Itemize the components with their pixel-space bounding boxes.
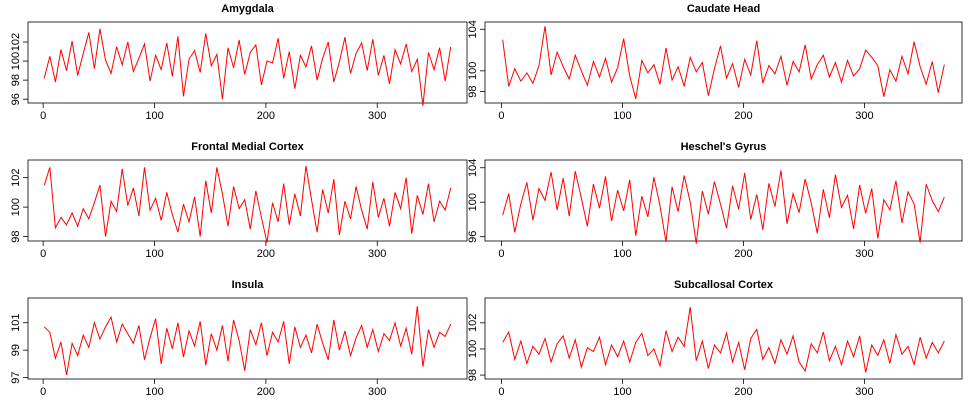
series-line xyxy=(43,306,452,375)
x-tick-label: 0 xyxy=(498,110,504,122)
y-tick-label: 102 xyxy=(10,168,22,186)
x-tick-label: 200 xyxy=(734,386,752,398)
y-tick-label: 104 xyxy=(467,20,479,38)
y-tick-label: 98 xyxy=(467,85,479,97)
x-tick-label: 300 xyxy=(855,386,873,398)
x-tick-label: 100 xyxy=(613,248,631,260)
y-tick-label: 100 xyxy=(467,62,479,80)
x-tick-label: 200 xyxy=(257,386,275,398)
y-tick-label: 98 xyxy=(10,74,22,86)
y-tick-label: 102 xyxy=(10,33,22,51)
x-tick-label: 100 xyxy=(145,386,163,398)
y-tick-label: 96 xyxy=(467,231,479,243)
x-tick-label: 0 xyxy=(40,248,46,260)
plot-frame xyxy=(484,159,963,242)
y-tick-label: 100 xyxy=(467,340,479,358)
x-tick-label: 100 xyxy=(145,110,163,122)
plot-frame xyxy=(27,159,468,242)
x-tick-label: 300 xyxy=(368,110,386,122)
panel-title: Insula xyxy=(232,279,265,291)
y-tick-label: 98 xyxy=(467,369,479,381)
x-tick-label: 200 xyxy=(734,248,752,260)
series-line xyxy=(502,26,945,99)
plot-frame xyxy=(27,297,468,380)
panel-title: Frontal Medial Cortex xyxy=(191,141,304,153)
series-line xyxy=(502,170,945,244)
plot-frame xyxy=(484,21,963,104)
panel-title: Amygdala xyxy=(221,3,274,15)
x-tick-label: 300 xyxy=(855,248,873,260)
plot-frame xyxy=(484,297,963,380)
series-line xyxy=(502,307,945,373)
y-tick-label: 100 xyxy=(10,198,22,216)
panel-title: Caudate Head xyxy=(687,3,760,15)
x-tick-label: 200 xyxy=(257,110,275,122)
x-tick-label: 0 xyxy=(498,248,504,260)
x-tick-label: 0 xyxy=(40,110,46,122)
x-tick-label: 100 xyxy=(613,386,631,398)
x-tick-label: 300 xyxy=(855,110,873,122)
x-tick-label: 100 xyxy=(145,248,163,260)
x-tick-label: 0 xyxy=(40,386,46,398)
panel-title: Subcallosal Cortex xyxy=(674,279,774,291)
x-tick-label: 0 xyxy=(498,386,504,398)
y-tick-label: 96 xyxy=(10,93,22,105)
x-tick-label: 300 xyxy=(368,386,386,398)
series-line xyxy=(43,28,452,106)
plot-frame xyxy=(27,21,468,104)
y-tick-label: 97 xyxy=(10,372,22,384)
y-tick-label: 101 xyxy=(10,314,22,332)
x-tick-label: 200 xyxy=(734,110,752,122)
x-tick-label: 200 xyxy=(257,248,275,260)
y-tick-label: 100 xyxy=(467,193,479,211)
x-tick-label: 100 xyxy=(613,110,631,122)
panel-title: Heschel's Gyrus xyxy=(681,141,767,153)
y-tick-label: 102 xyxy=(467,314,479,332)
y-tick-label: 104 xyxy=(467,159,479,177)
x-tick-label: 300 xyxy=(368,248,386,260)
y-tick-label: 99 xyxy=(10,344,22,356)
series-line xyxy=(43,165,452,243)
y-tick-label: 100 xyxy=(10,52,22,70)
y-tick-label: 98 xyxy=(10,230,22,242)
